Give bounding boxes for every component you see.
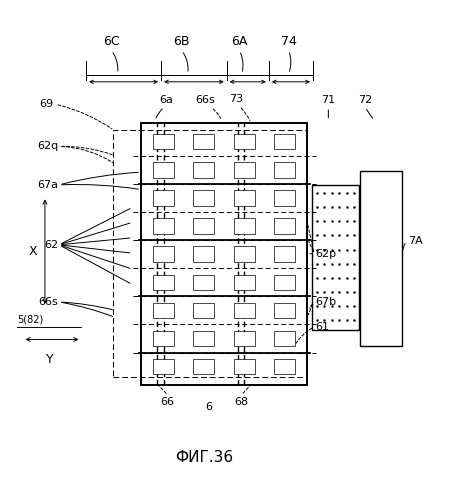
Bar [153, 162, 174, 178]
Text: 6a: 6a [159, 95, 173, 105]
Bar [274, 162, 295, 178]
Text: 69: 69 [39, 99, 54, 109]
Text: ФИГ.36: ФИГ.36 [175, 451, 233, 466]
Bar [274, 190, 295, 206]
Bar [274, 219, 295, 234]
Bar [153, 247, 174, 262]
Text: 72: 72 [358, 95, 372, 105]
Text: 66: 66 [161, 397, 175, 407]
Text: 62p: 62p [315, 249, 337, 259]
Bar [274, 331, 295, 346]
Bar [153, 359, 174, 374]
Bar [193, 219, 214, 234]
Bar [274, 247, 295, 262]
Bar [193, 359, 214, 374]
Text: 67a: 67a [37, 180, 58, 190]
Bar [274, 134, 295, 150]
Text: 6B: 6B [173, 35, 190, 48]
Bar [234, 190, 255, 206]
Bar [274, 274, 295, 290]
Bar [113, 130, 307, 377]
Bar [234, 331, 255, 346]
Text: 68: 68 [235, 397, 249, 407]
Bar [153, 219, 174, 234]
Text: 6: 6 [205, 402, 212, 412]
Bar [234, 303, 255, 318]
Bar [141, 123, 307, 385]
Bar [153, 331, 174, 346]
Bar [153, 274, 174, 290]
Bar [193, 162, 214, 178]
Text: 61: 61 [315, 322, 329, 332]
Bar [193, 190, 214, 206]
Bar [193, 247, 214, 262]
Bar [193, 134, 214, 150]
Bar [234, 134, 255, 150]
Bar [153, 303, 174, 318]
Bar [153, 190, 174, 206]
Bar [193, 331, 214, 346]
Text: 62: 62 [44, 240, 58, 250]
Text: 66s: 66s [38, 297, 58, 307]
Bar [234, 162, 255, 178]
Bar [274, 303, 295, 318]
Text: X: X [29, 245, 37, 258]
Text: 71: 71 [321, 95, 336, 105]
Bar [234, 274, 255, 290]
Text: 73: 73 [229, 94, 243, 104]
Bar [234, 247, 255, 262]
Bar [360, 171, 402, 346]
Text: 6C: 6C [103, 35, 120, 48]
Text: 66s: 66s [195, 95, 215, 105]
Text: 5(82): 5(82) [17, 315, 43, 325]
Bar [153, 134, 174, 150]
Text: 62q: 62q [37, 141, 58, 151]
Text: 6A: 6A [231, 35, 247, 48]
Bar [193, 303, 214, 318]
Text: 67b: 67b [315, 297, 337, 307]
Text: Y: Y [46, 353, 54, 366]
Bar [234, 219, 255, 234]
Text: 74: 74 [281, 35, 296, 48]
Text: 7A: 7A [408, 236, 423, 246]
Bar [193, 274, 214, 290]
Bar [234, 359, 255, 374]
Bar [312, 185, 359, 330]
Bar [274, 359, 295, 374]
